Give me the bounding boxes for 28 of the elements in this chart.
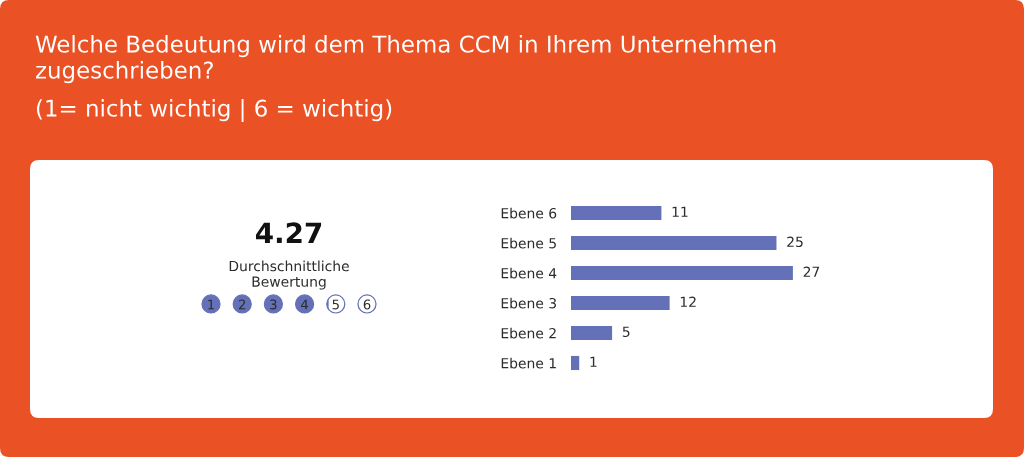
bar [571,205,662,221]
y-tick-label: Ebene 6 [501,207,557,219]
data-label: 11 [672,206,688,217]
data-label: 25 [787,236,803,248]
x-axis-title: Durchschnittliche Bewertung [229,260,349,290]
x-tick-label: 4 [301,299,309,310]
chart-title: 4.27 [255,222,322,243]
data-label: 5 [622,326,630,338]
x-tick-label: 2 [238,299,246,310]
y-tick-label: Ebene 5 [501,237,556,249]
y-tick-label: Ebene 2 [501,327,556,339]
bar [571,265,793,281]
x-tick-label: 1 [208,299,214,310]
bar [571,355,580,371]
bar [571,235,777,251]
x-tick-label: 6 [363,299,371,310]
data-label: 12 [680,296,696,307]
x-tick-label: 3 [270,299,277,310]
y-tick-label: Ebene 4 [501,267,557,279]
y-tick-label: Ebene 1 [501,357,556,369]
x-tick-label: 5 [332,299,339,310]
y-tick-label: Ebene 3 [501,297,556,309]
data-label: 1 [590,356,597,367]
text: (1= nicht wichtig | 6 = wichtig) [36,99,392,122]
data-label: 27 [803,266,820,277]
chart-title: Welche Bedeutung wird dem Thema CCM in Ihrem Unternehmen zugeschrieben? [35,35,776,84]
bar [571,295,670,311]
bar [571,325,613,341]
